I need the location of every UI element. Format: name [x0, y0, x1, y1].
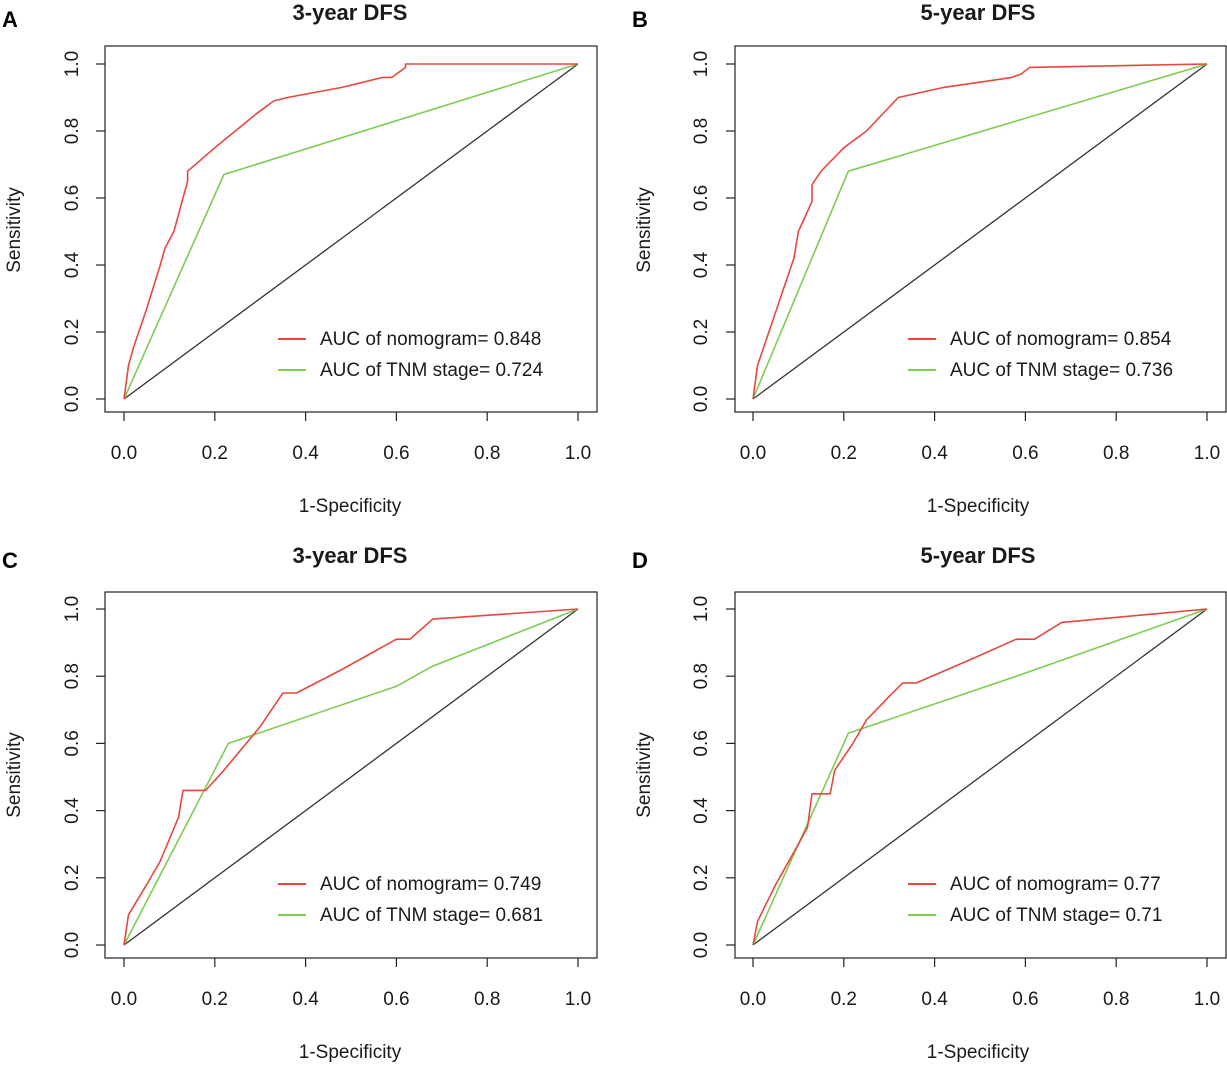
- roc-curve-nomogram: [752, 608, 1208, 946]
- x-tick-label: 0.6: [1012, 989, 1038, 1010]
- panel-a: A 3-year DFS 0.0 0.2 0.4 0.6 0.8 1.0 0.0 0.2 0.4 0.…: [2, 0, 598, 517]
- roc-curve-reference: [752, 608, 1208, 946]
- x-tick-label: 0.0: [111, 443, 137, 464]
- y-axis-label: Sensitivity: [4, 187, 25, 273]
- roc-curve-nomogram: [123, 63, 578, 400]
- y-axis-label: Sensitivity: [634, 187, 655, 273]
- x-tick-label: 0.2: [202, 989, 228, 1010]
- legend-label-nomogram: AUC of nomogram= 0.854: [950, 329, 1172, 350]
- panel-label: A: [2, 7, 18, 32]
- x-tick-label: 0.2: [831, 443, 857, 464]
- y-tick-label: 0.6: [62, 730, 83, 756]
- x-tick-label: 0.2: [202, 443, 228, 464]
- y-tick-label: 0.0: [62, 386, 83, 412]
- panel-label: D: [632, 548, 648, 573]
- y-tick-label: 0.4: [691, 251, 712, 278]
- x-axis-label: 1-Specificity: [927, 1042, 1030, 1063]
- y-tick-label: 0.8: [691, 663, 712, 689]
- x-tick-label: 1.0: [565, 443, 591, 464]
- x-axis-label: 1-Specificity: [927, 496, 1030, 517]
- x-axis-label: 1-Specificity: [299, 496, 402, 517]
- x-axis-label: 1-Specificity: [299, 1042, 402, 1063]
- legend-label-tnm-stage: AUC of TNM stage= 0.681: [320, 905, 543, 926]
- plot-frame: [734, 45, 1227, 413]
- x-tick-label: 1.0: [1194, 989, 1220, 1010]
- roc-curve-tnm-stage: [123, 63, 579, 400]
- x-tick-label: 0.6: [383, 443, 409, 464]
- roc-curve-tnm-stage: [752, 608, 1208, 946]
- y-tick-label: 0.0: [691, 932, 712, 958]
- y-tick-label: 0.4: [62, 251, 83, 278]
- y-tick-label: 0.8: [691, 118, 712, 144]
- y-tick-label: 0.6: [62, 185, 83, 211]
- chart-title: 3-year DFS: [293, 0, 408, 25]
- chart-title: 5-year DFS: [921, 0, 1036, 25]
- legend-label-tnm-stage: AUC of TNM stage= 0.724: [320, 360, 543, 381]
- y-tick-label: 0.6: [691, 730, 712, 756]
- x-tick-label: 0.0: [111, 989, 137, 1010]
- x-tick-label: 0.6: [1012, 443, 1038, 464]
- y-tick-label: 0.8: [62, 118, 83, 144]
- x-tick-label: 0.0: [740, 443, 766, 464]
- plot-frame: [734, 591, 1227, 959]
- panel-b: B 5-year DFS 0.0 0.2 0.4 0.6 0.8 1.0 0.0 0.2 0.4 0.…: [632, 0, 1227, 517]
- x-tick-label: 0.8: [1103, 989, 1129, 1010]
- x-tick-label: 1.0: [565, 989, 591, 1010]
- y-tick-label: 0.4: [691, 797, 712, 824]
- x-tick-label: 0.4: [292, 989, 319, 1010]
- chart-title: 5-year DFS: [921, 543, 1036, 568]
- legend-label-nomogram: AUC of nomogram= 0.749: [320, 874, 541, 895]
- chart-title: 3-year DFS: [293, 543, 408, 568]
- panel-d: D 5-year DFS 0.0 0.2 0.4 0.6 0.8 1.0 0.0 0.2 0.4 0.…: [632, 543, 1227, 1063]
- x-tick-label: 0.2: [831, 989, 857, 1010]
- roc-curve-reference: [123, 608, 579, 946]
- roc-curve-reference: [123, 63, 579, 400]
- panel-label: C: [2, 548, 18, 573]
- y-tick-label: 1.0: [62, 596, 83, 622]
- roc-curve-reference: [752, 63, 1208, 400]
- x-tick-label: 0.8: [474, 989, 500, 1010]
- y-tick-label: 0.0: [62, 932, 83, 958]
- y-tick-label: 1.0: [691, 596, 712, 622]
- panel-c: C 3-year DFS 0.0 0.2 0.4 0.6 0.8 1.0 0.0 0.2 0.4 0.…: [2, 543, 598, 1063]
- x-tick-label: 0.4: [921, 989, 948, 1010]
- y-tick-label: 1.0: [691, 51, 712, 77]
- y-tick-label: 0.2: [62, 865, 83, 891]
- legend-label-tnm-stage: AUC of TNM stage= 0.736: [950, 360, 1173, 381]
- roc-curve-tnm-stage: [752, 63, 1208, 400]
- roc-curve-nomogram: [123, 608, 579, 946]
- panel-label: B: [632, 7, 648, 32]
- legend-label-nomogram: AUC of nomogram= 0.848: [320, 329, 541, 350]
- y-tick-label: 0.8: [62, 663, 83, 689]
- plot-frame: [104, 591, 598, 959]
- y-tick-label: 0.2: [62, 319, 83, 345]
- x-tick-label: 0.8: [1103, 443, 1129, 464]
- x-tick-label: 1.0: [1194, 443, 1220, 464]
- x-tick-label: 0.6: [383, 989, 409, 1010]
- y-tick-label: 1.0: [62, 51, 83, 77]
- x-tick-label: 0.4: [921, 443, 948, 464]
- y-tick-label: 0.2: [691, 865, 712, 891]
- x-tick-label: 0.8: [474, 443, 500, 464]
- roc-curve-nomogram: [752, 63, 1208, 400]
- roc-curve-tnm-stage: [123, 608, 579, 946]
- y-tick-label: 0.2: [691, 319, 712, 345]
- y-axis-label: Sensitivity: [634, 732, 655, 818]
- y-axis-label: Sensitivity: [4, 732, 25, 818]
- y-tick-label: 0.0: [691, 386, 712, 412]
- x-tick-label: 0.0: [740, 989, 766, 1010]
- x-tick-label: 0.4: [292, 443, 319, 464]
- y-tick-label: 0.4: [62, 797, 83, 824]
- legend-label-nomogram: AUC of nomogram= 0.77: [950, 874, 1161, 895]
- plot-frame: [104, 45, 598, 413]
- legend-label-tnm-stage: AUC of TNM stage= 0.71: [950, 905, 1162, 926]
- y-tick-label: 0.6: [691, 185, 712, 211]
